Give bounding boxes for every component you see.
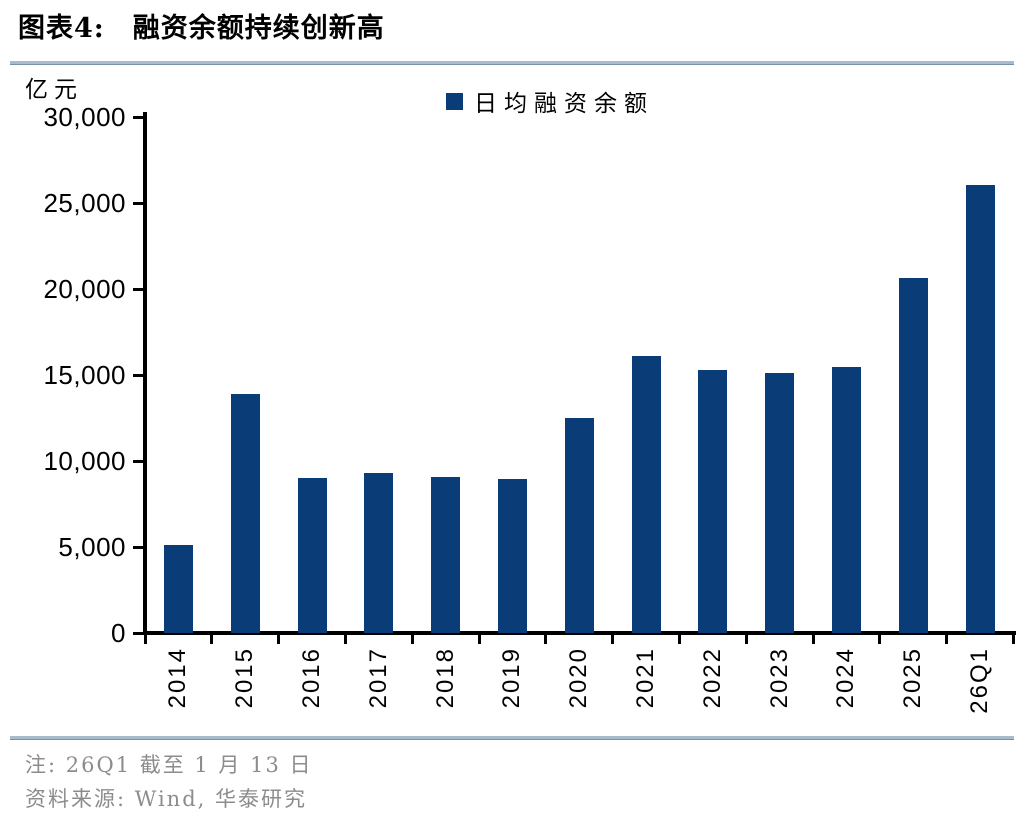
bar-2017 — [364, 473, 394, 633]
x-axis-tick — [343, 632, 347, 644]
y-axis-tick — [133, 631, 143, 635]
bar-2023 — [765, 373, 795, 633]
bar-2014 — [163, 545, 193, 633]
bar-2016 — [297, 478, 327, 633]
x-tick-label-2020: 2020 — [565, 647, 593, 709]
footer-divider — [10, 736, 1014, 740]
x-tick-label-26Q1: 26Q1 — [966, 647, 994, 714]
x-tick-label-2021: 2021 — [632, 647, 660, 709]
x-axis-tick — [544, 632, 548, 644]
y-tick-label: 20,000 — [43, 274, 126, 304]
x-tick-label-2015: 2015 — [231, 647, 259, 709]
legend-swatch — [446, 92, 463, 110]
chart-source: 资料来源: Wind, 华泰研究 — [25, 787, 307, 811]
y-tick-label: 15,000 — [43, 360, 126, 390]
y-tick-label: 5,000 — [58, 532, 126, 562]
x-axis-tick — [878, 632, 882, 644]
x-axis-tick — [811, 632, 815, 644]
bar-2022 — [698, 369, 728, 633]
x-tick-label-2025: 2025 — [899, 647, 927, 709]
x-axis-tick — [1012, 632, 1015, 644]
x-tick-label-2022: 2022 — [698, 647, 726, 709]
bar-2021 — [631, 356, 661, 633]
x-tick-label-2024: 2024 — [832, 647, 860, 709]
x-axis-tick — [945, 632, 949, 644]
bar-2020 — [564, 418, 594, 633]
y-axis-tick — [133, 459, 143, 463]
x-axis-tick — [210, 632, 214, 644]
legend: 日均融资余额 — [446, 84, 654, 118]
bar-2018 — [431, 477, 461, 633]
x-axis-tick — [477, 632, 481, 644]
y-axis-tick — [133, 287, 143, 291]
figure-title-text: 融资余额持续创新高 — [132, 13, 385, 44]
bar-2015 — [230, 393, 260, 633]
figure-number-label: 图表4: — [18, 13, 105, 44]
y-axis-line — [143, 112, 147, 635]
y-axis-tick — [133, 201, 143, 205]
x-axis-tick — [410, 632, 414, 644]
x-tick-label-2018: 2018 — [431, 647, 459, 709]
x-axis-tick — [611, 632, 615, 644]
y-tick-label: 25,000 — [43, 188, 126, 218]
x-tick-label-2016: 2016 — [298, 647, 326, 709]
bar-26Q1 — [965, 184, 995, 633]
x-axis-tick — [143, 632, 147, 644]
y-tick-label: 0 — [111, 618, 126, 648]
x-tick-label-2014: 2014 — [164, 647, 192, 709]
y-axis-tick — [133, 373, 143, 377]
title-divider — [10, 61, 1014, 65]
y-axis-tick — [133, 545, 143, 549]
bar-2024 — [831, 367, 861, 633]
x-axis-tick — [677, 632, 681, 644]
x-tick-label-2023: 2023 — [765, 647, 793, 709]
chart-note: 注: 26Q1 截至 1 月 13 日 — [25, 753, 313, 777]
legend-label: 日均融资余额 — [474, 91, 654, 117]
y-axis-tick — [133, 115, 143, 119]
bar-2019 — [497, 479, 527, 633]
bar-2025 — [898, 277, 928, 633]
figure-title: 图表4: 融资余额持续创新高 — [18, 6, 385, 45]
y-axis-unit-label: 亿元 — [25, 77, 83, 103]
y-tick-label: 30,000 — [43, 102, 126, 132]
x-axis-tick — [277, 632, 281, 644]
x-tick-label-2019: 2019 — [498, 647, 526, 709]
x-axis-tick — [744, 632, 748, 644]
x-tick-label-2017: 2017 — [364, 647, 392, 709]
y-tick-label: 10,000 — [43, 446, 126, 476]
